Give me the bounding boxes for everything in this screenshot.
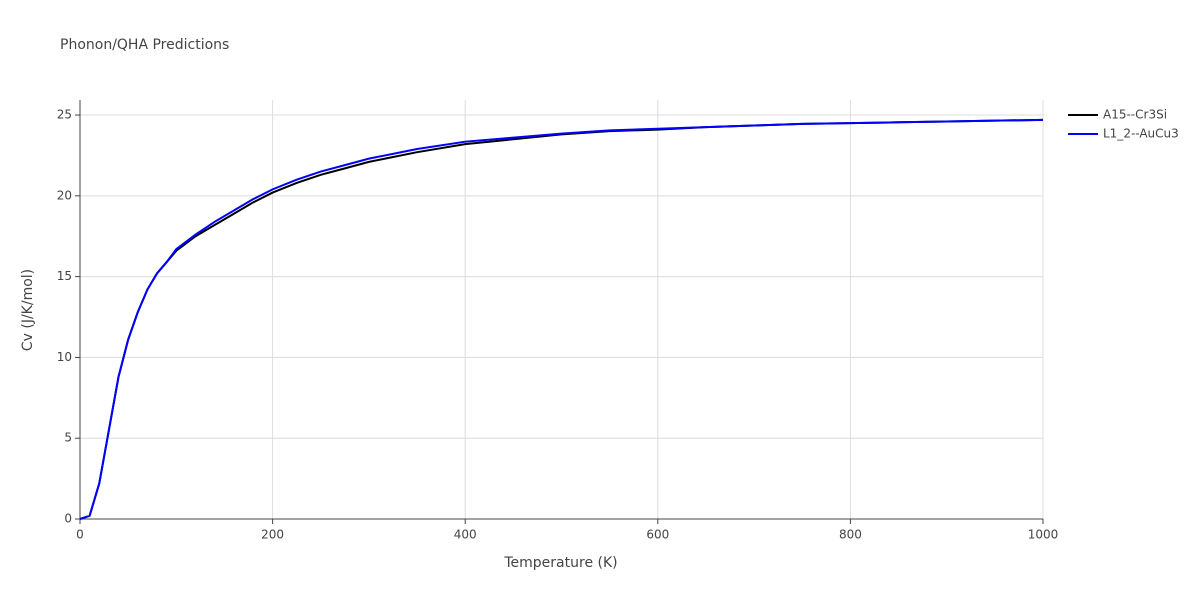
chart-title: Phonon/QHA Predictions [60,37,229,53]
x-tick-label: 200 [261,528,284,542]
y-tick-label: 20 [57,188,72,202]
x-tick-label: 400 [454,528,477,542]
legend-label: A15--Cr3Si [1103,108,1167,122]
legend-label: L1_2--AuCu3 [1103,127,1179,141]
y-tick-label: 5 [64,431,72,445]
line-series [79,118,1044,520]
x-tick-label: 800 [839,528,862,542]
y-axis-title: Cv (J/K/mol) [20,269,36,351]
x-axis-title: Temperature (K) [503,555,617,571]
x-tick-label: 0 [76,528,84,542]
y-tick-label: 25 [57,108,72,122]
x-tick-label: 600 [646,528,669,542]
y-tick-label: 15 [57,269,72,283]
line-series [79,118,1044,520]
x-tick-label: 1000 [1028,528,1059,542]
y-tick-label: 10 [57,350,72,364]
y-tick-label: 0 [64,512,72,526]
